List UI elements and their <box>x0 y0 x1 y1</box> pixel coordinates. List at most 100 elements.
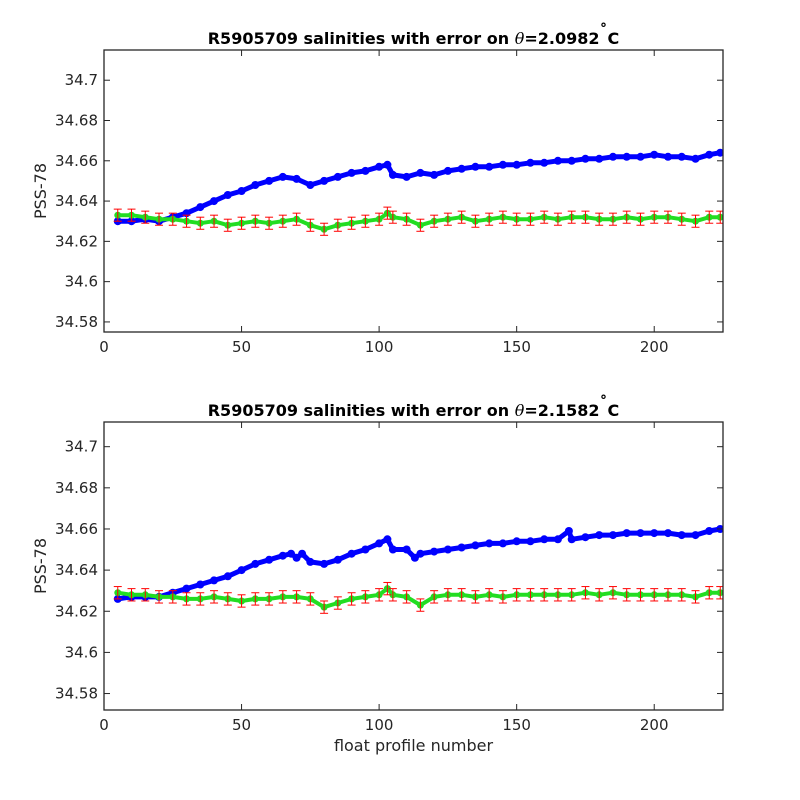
error-bar <box>127 208 136 222</box>
title-degree: ˚ <box>600 22 608 41</box>
axes-box <box>103 49 724 333</box>
uncalibrated-point <box>650 529 659 538</box>
title-theta: θ <box>515 401 525 420</box>
error-bar <box>416 598 425 612</box>
uncalibrated-point <box>581 154 590 163</box>
error-bar <box>622 210 631 224</box>
plot-data-layer <box>113 148 723 236</box>
axes-box <box>103 421 724 711</box>
y-tick-label: 34.64 <box>55 561 98 579</box>
uncalibrated-point <box>251 559 260 568</box>
error-bar <box>512 212 521 226</box>
error-bar <box>471 590 480 604</box>
error-bar <box>306 592 315 606</box>
y-tick-label: 34.7 <box>65 438 98 456</box>
uncalibrated-point <box>622 152 631 161</box>
uncalibrated-point <box>251 181 260 189</box>
uncalibrated-point <box>237 566 246 575</box>
error-bar <box>691 590 700 604</box>
error-bar <box>182 214 191 228</box>
x-tick-label: 50 <box>232 338 251 356</box>
uncalibrated-point <box>320 176 329 185</box>
error-bar <box>320 600 329 614</box>
error-bar <box>471 214 480 228</box>
error-bar <box>237 594 246 608</box>
error-bar <box>375 588 384 602</box>
uncalibrated-point <box>650 150 659 159</box>
error-bar <box>567 210 576 224</box>
error-bar <box>278 590 287 604</box>
uncalibrated-point <box>223 572 232 581</box>
error-bar <box>251 592 260 606</box>
y-tick-label: 34.68 <box>55 479 98 497</box>
y-axis-label: PSS-78 <box>31 538 50 594</box>
error-bar <box>127 588 136 602</box>
x-tick-label: 200 <box>640 716 669 734</box>
error-bar <box>292 212 301 226</box>
chart-title: R5905709 salinities with error on θ=2.09… <box>208 22 620 48</box>
uncalibrated-point <box>705 527 714 535</box>
uncalibrated-point <box>306 181 315 189</box>
chart-panel-2: 0 50 100 150 200 34.58 34.6 34.62 34.64 34.66 34.6… <box>31 394 724 755</box>
y-tick-label: 34.6 <box>65 643 98 661</box>
uncalibrated-point <box>402 172 411 181</box>
chart-title: R5905709 salinities with error on θ=2.15… <box>208 394 620 420</box>
error-bar <box>113 208 122 222</box>
uncalibrated-point <box>553 535 562 544</box>
uncalibrated-point <box>564 527 573 535</box>
uncalibrated-point <box>540 535 549 544</box>
uncalibrated-point <box>716 148 723 157</box>
error-bar <box>388 210 397 224</box>
uncalibrated-point <box>636 529 645 538</box>
error-bar <box>650 588 659 602</box>
error-bar <box>168 212 177 226</box>
uncalibrated-point <box>457 543 466 552</box>
error-bar <box>155 590 164 604</box>
error-bar <box>498 590 507 604</box>
error-bar <box>677 212 686 226</box>
y-tick-label: 34.66 <box>55 520 98 538</box>
uncalibrated-point <box>265 555 274 564</box>
error-bar <box>333 596 342 610</box>
uncalibrated-point <box>677 152 686 161</box>
uncalibrated-point <box>375 539 384 548</box>
y-tick-label: 34.68 <box>55 112 98 130</box>
uncalibrated-point <box>443 166 452 175</box>
uncalibrated-point <box>540 158 549 167</box>
x-tick-label: 100 <box>365 338 394 356</box>
error-bar <box>443 212 452 226</box>
uncalibrated-point <box>333 555 342 564</box>
uncalibrated-point <box>182 584 191 593</box>
error-bar <box>402 590 411 604</box>
error-bar <box>608 212 617 226</box>
error-bar <box>567 588 576 602</box>
error-bar <box>292 590 301 604</box>
uncalibrated-point <box>636 152 645 161</box>
error-bar <box>347 216 356 230</box>
error-bar <box>265 592 274 606</box>
uncalibrated-point <box>320 559 329 568</box>
error-bar <box>650 210 659 224</box>
error-bar <box>388 588 397 602</box>
error-bar <box>705 586 714 600</box>
error-bar <box>196 592 205 606</box>
error-bar <box>430 214 439 228</box>
error-bar <box>383 581 392 596</box>
title-prefix: R5905709 salinities with error on <box>208 29 515 48</box>
uncalibrated-point <box>691 154 700 163</box>
x-tick-label: 0 <box>99 338 109 356</box>
uncalibrated-point <box>677 531 686 540</box>
uncalibrated-point <box>210 576 218 585</box>
error-bar <box>663 588 672 602</box>
error-bar <box>540 588 549 602</box>
uncalibrated-point <box>443 545 452 554</box>
uncalibrated-point <box>287 549 296 558</box>
uncalibrated-point <box>306 557 315 566</box>
error-bar <box>581 586 590 600</box>
error-bar <box>196 216 205 230</box>
uncalibrated-point <box>498 539 507 548</box>
error-bar <box>485 212 494 226</box>
uncalibrated-point <box>265 176 274 185</box>
error-bar <box>595 588 604 602</box>
uncalibrated-point <box>347 549 356 558</box>
